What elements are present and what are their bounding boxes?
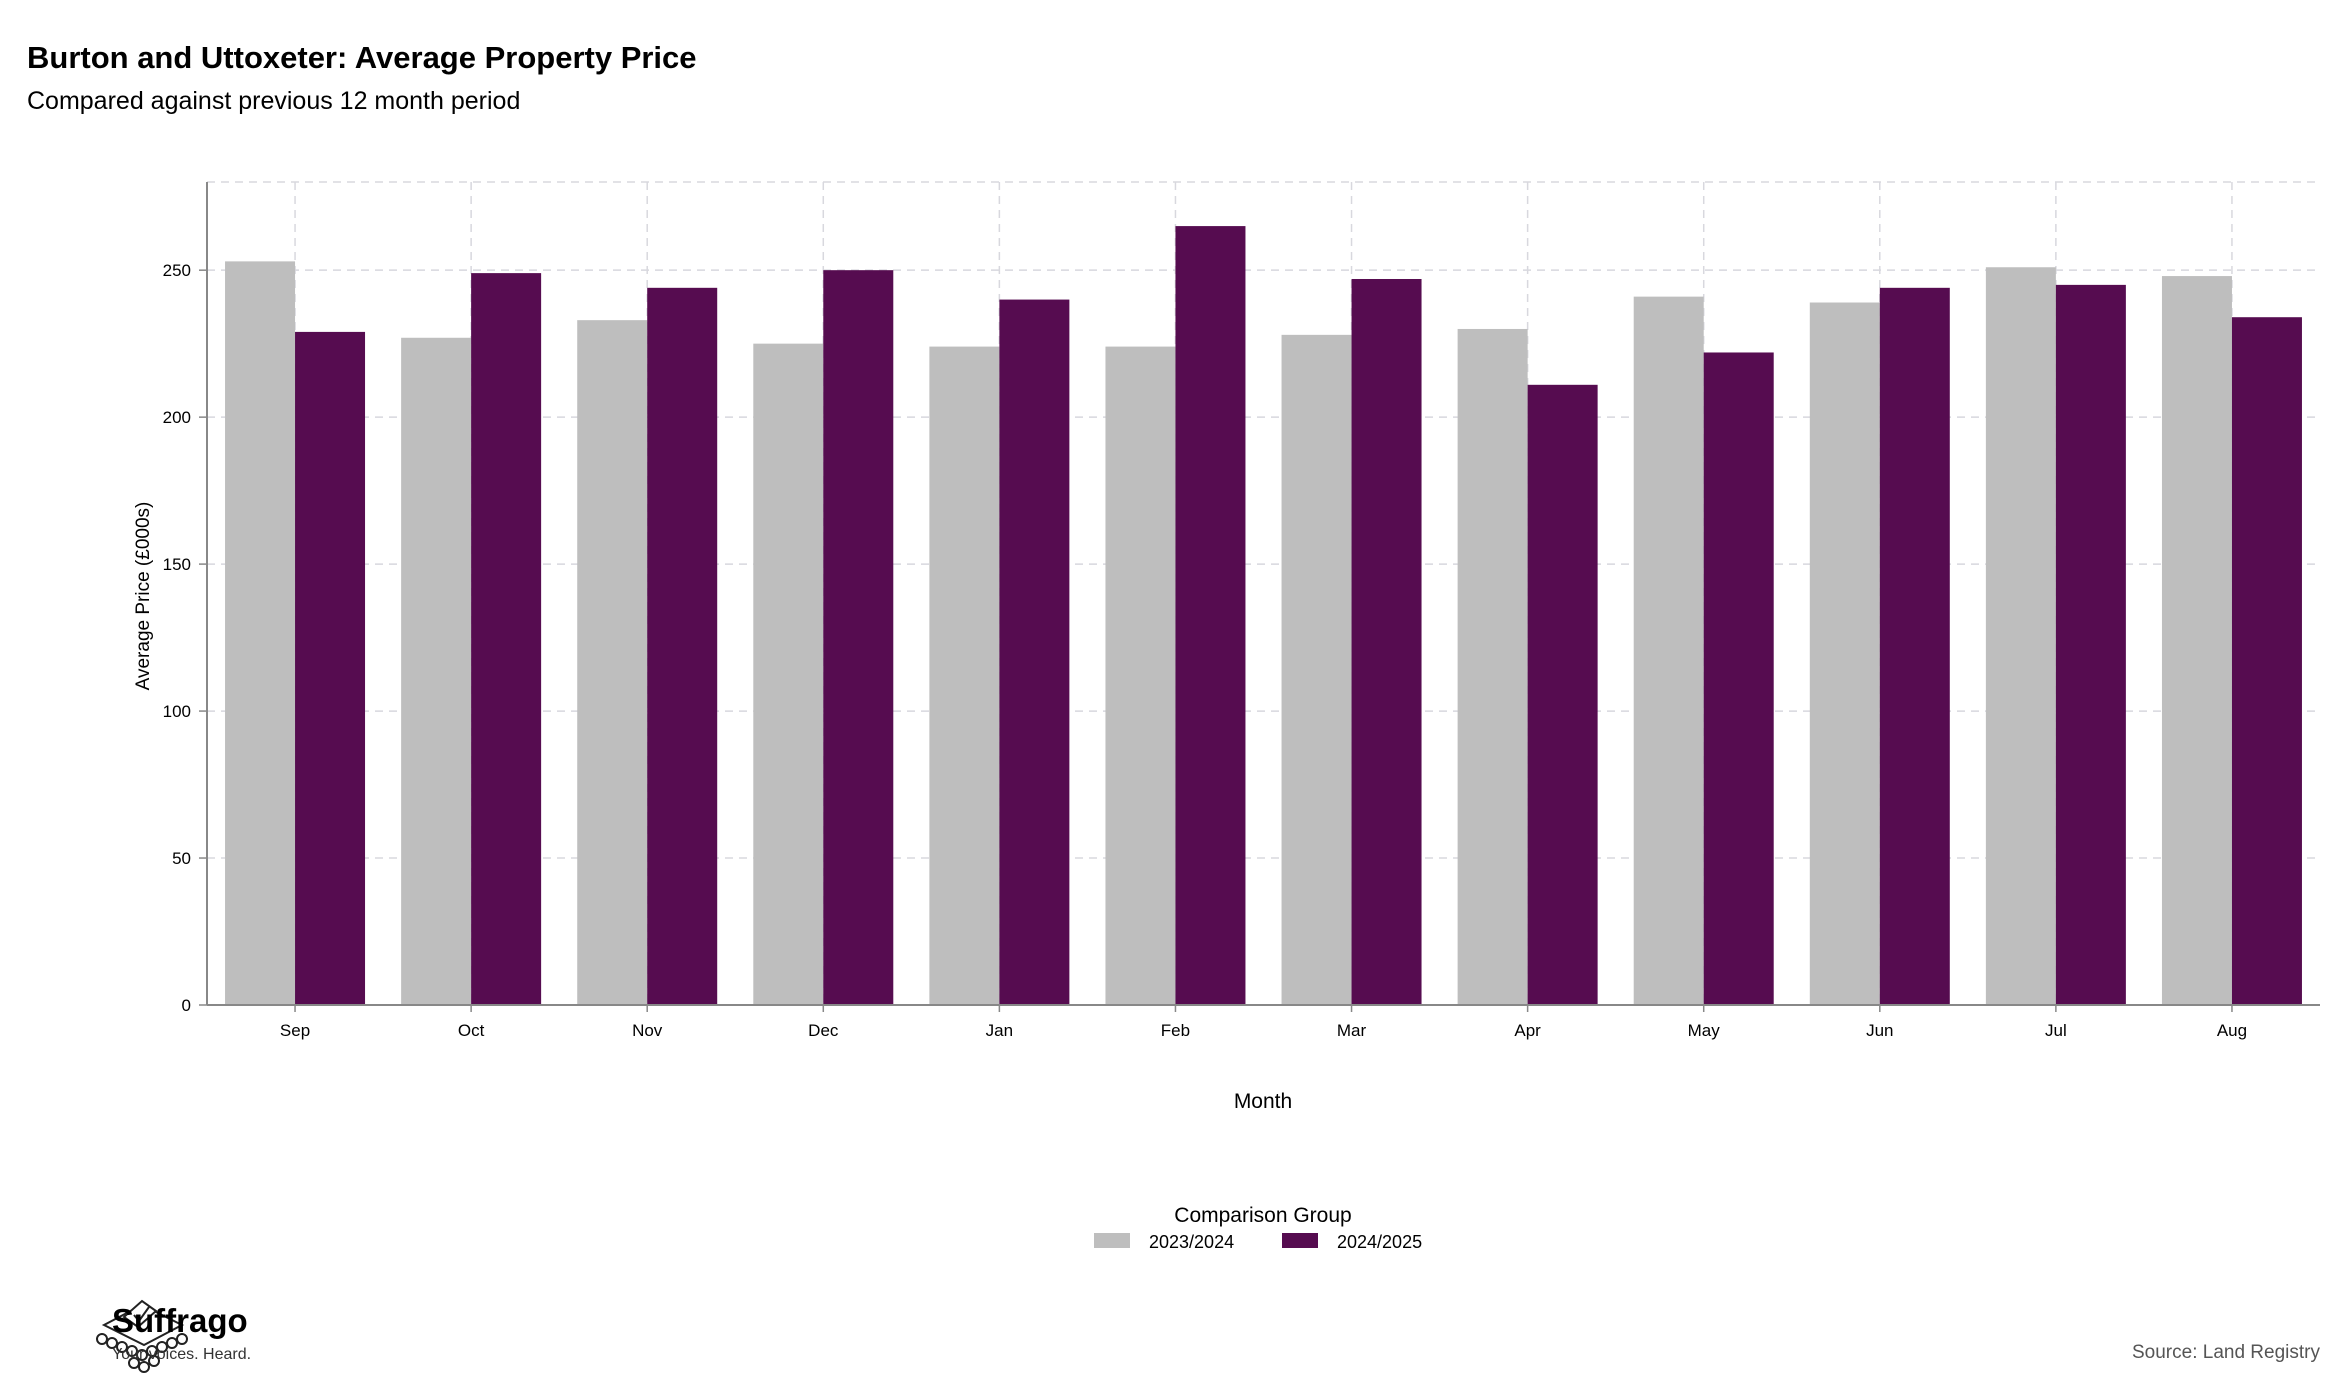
bar-2023-2024-jan [929, 346, 1000, 1006]
x-tick-label: Oct [458, 1021, 485, 1040]
bar-2023-2024-dec [753, 343, 824, 1005]
bar-2024-2025-jun [1879, 287, 1950, 1005]
legend-swatch [1282, 1233, 1318, 1248]
x-tick-label: Feb [1161, 1021, 1190, 1040]
bar-2024-2025-nov [647, 287, 718, 1005]
x-tick-label: Mar [1337, 1021, 1367, 1040]
x-axis-label: Month [1234, 1090, 1292, 1113]
bar-2024-2025-feb [1175, 226, 1246, 1005]
bars [225, 226, 2302, 1006]
source-note: Source: Land Registry [2132, 1342, 2320, 1363]
bar-2024-2025-apr [1527, 384, 1598, 1006]
y-axis-label: Average Price (£000s) [133, 502, 154, 691]
bar-chart: 0 50 100 150 200 250 Sep Oct Nov Dec Jan Feb Mar Apr… [133, 181, 2320, 1252]
bar-2023-2024-mar [1281, 334, 1352, 1005]
bar-2023-2024-feb [1105, 346, 1176, 1006]
bar-2024-2025-aug [2231, 317, 2302, 1005]
x-tick-label: Apr [1514, 1021, 1541, 1040]
y-tick-label: 100 [163, 702, 191, 721]
chart-subtitle: Compared against previous 12 month perio… [27, 87, 521, 115]
legend-swatch [1094, 1233, 1130, 1248]
bar-2023-2024-aug [2161, 276, 2232, 1005]
x-tick-label: Jul [2045, 1021, 2067, 1040]
x-tick-label: Aug [2217, 1021, 2247, 1040]
legend-label: 2023/2024 [1149, 1232, 1234, 1252]
bar-2023-2024-oct [401, 337, 472, 1006]
x-tick-label: Jun [1866, 1021, 1893, 1040]
bar-2023-2024-nov [577, 320, 648, 1005]
y-tick-label: 50 [172, 849, 191, 868]
x-tick-label: Sep [280, 1021, 310, 1040]
x-tick-label: Jan [986, 1021, 1013, 1040]
bar-2024-2025-jan [999, 299, 1070, 1006]
bar-2024-2025-may [1703, 352, 1774, 1005]
y-tick-label: 250 [163, 261, 191, 280]
brand-tagline: Your voices. Heard. [112, 1346, 252, 1363]
legend: 2023/2024 2024/2025 [1094, 1232, 1422, 1252]
chart-title: Burton and Uttoxeter: Average Property P… [27, 40, 697, 75]
bar-2023-2024-may [1633, 296, 1704, 1005]
bar-2024-2025-dec [823, 270, 894, 1005]
bar-2024-2025-jul [2055, 284, 2126, 1005]
x-tick-label: May [1688, 1021, 1721, 1040]
bar-2023-2024-jun [1809, 302, 1880, 1005]
x-tick-label: Nov [632, 1021, 663, 1040]
legend-label: 2024/2025 [1337, 1232, 1422, 1252]
bar-2024-2025-mar [1351, 278, 1422, 1005]
y-tick-label: 0 [182, 996, 191, 1015]
x-tick-labels: Sep Oct Nov Dec Jan Feb Mar Apr May Jun Jul Aug [280, 1005, 2247, 1040]
y-tick-label: 200 [163, 408, 191, 427]
bar-2024-2025-oct [471, 273, 542, 1005]
y-tick-label: 150 [163, 555, 191, 574]
bar-2023-2024-apr [1457, 328, 1528, 1005]
legend-title: Comparison Group [1174, 1204, 1351, 1227]
bar-2023-2024-sep [225, 261, 296, 1005]
brand-name: Suffrago [112, 1302, 248, 1339]
suffrago-logo-icon [96, 1299, 188, 1373]
x-tick-label: Dec [808, 1021, 839, 1040]
y-tick-labels: 0 50 100 150 200 250 [163, 261, 207, 1015]
bar-2024-2025-sep [295, 331, 366, 1005]
bar-2023-2024-jul [1985, 267, 2056, 1006]
